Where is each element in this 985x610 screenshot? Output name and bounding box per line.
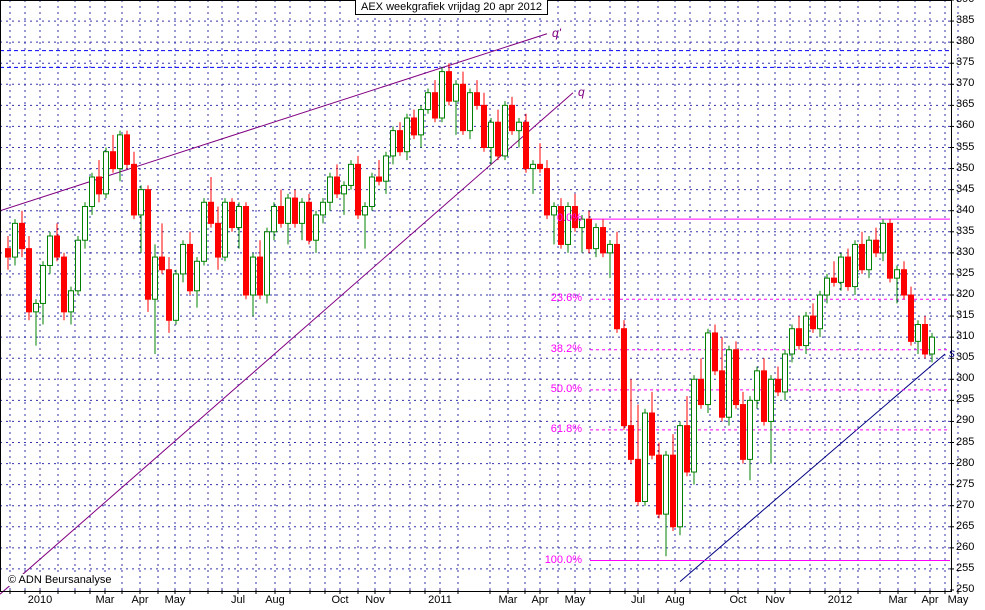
- y-axis-label: 295: [956, 393, 974, 405]
- fib-label: 50.0%: [534, 383, 582, 395]
- y-axis-label: 370: [956, 77, 974, 89]
- y-axis-label: 365: [956, 98, 974, 110]
- x-axis-label: Mar: [96, 594, 115, 606]
- y-axis-label: 375: [956, 56, 974, 68]
- x-axis-label: Apr: [131, 594, 148, 606]
- y-axis-label: 315: [956, 309, 974, 321]
- trendline-label: s: [949, 346, 955, 360]
- y-axis-label: 335: [956, 225, 974, 237]
- y-axis-label: 310: [956, 330, 974, 342]
- x-axis-label: Mar: [499, 594, 518, 606]
- y-axis-label: 255: [956, 562, 974, 574]
- fib-label: 61.8%: [534, 423, 582, 435]
- copyright-label: © ADN Beursanalyse: [6, 574, 114, 586]
- y-axis-label: 285: [956, 436, 974, 448]
- y-axis-label: 265: [956, 520, 974, 532]
- x-axis-label: Jul: [631, 594, 645, 606]
- trendline-label: q: [578, 85, 585, 99]
- chart-title: AEX weekgrafiek vrijdag 20 apr 2012: [355, 0, 548, 15]
- y-axis-label: 385: [956, 14, 974, 26]
- y-axis-label: 300: [956, 372, 974, 384]
- y-axis-label: 320: [956, 288, 974, 300]
- x-axis-label: Oct: [729, 594, 746, 606]
- fib-label: 23.6%: [534, 292, 582, 304]
- y-axis-label: 280: [956, 457, 974, 469]
- y-axis-label: 350: [956, 162, 974, 174]
- fib-label: 38.2%: [534, 343, 582, 355]
- x-axis-label: Aug: [665, 594, 685, 606]
- y-axis-label: 355: [956, 141, 974, 153]
- x-axis-label: May: [948, 594, 969, 606]
- y-axis-label: 290: [956, 414, 974, 426]
- y-axis-label: 330: [956, 246, 974, 258]
- x-axis-label: 2012: [828, 594, 852, 606]
- x-axis-label: May: [165, 594, 186, 606]
- y-axis-label: 345: [956, 183, 974, 195]
- chart-container: AEX weekgrafiek vrijdag 20 apr 2012 © AD…: [0, 0, 985, 610]
- y-axis-label: 360: [956, 119, 974, 131]
- x-axis-label: May: [565, 594, 586, 606]
- x-axis-label: Nov: [365, 594, 385, 606]
- fib-label: 0.0%: [534, 212, 582, 224]
- x-axis-label: Oct: [331, 594, 348, 606]
- x-axis-label: Nov: [765, 594, 785, 606]
- trendline-label: q': [552, 26, 561, 40]
- x-axis-label: Apr: [921, 594, 938, 606]
- y-axis-label: 325: [956, 267, 974, 279]
- y-axis-label: 340: [956, 204, 974, 216]
- y-axis-label: 380: [956, 35, 974, 47]
- x-axis-label: Jul: [231, 594, 245, 606]
- x-axis-label: Mar: [889, 594, 908, 606]
- y-axis-label: 270: [956, 499, 974, 511]
- x-axis-label: 2011: [428, 594, 452, 606]
- x-axis-label: Apr: [531, 594, 548, 606]
- y-axis-label: 390: [956, 0, 974, 5]
- x-axis-label: Aug: [265, 594, 285, 606]
- x-axis-label: 2010: [28, 594, 52, 606]
- fib-label: 100.0%: [534, 554, 582, 566]
- y-axis-label: 260: [956, 541, 974, 553]
- plot-border: [0, 0, 952, 592]
- y-axis-label: 305: [956, 351, 974, 363]
- y-axis-label: 275: [956, 478, 974, 490]
